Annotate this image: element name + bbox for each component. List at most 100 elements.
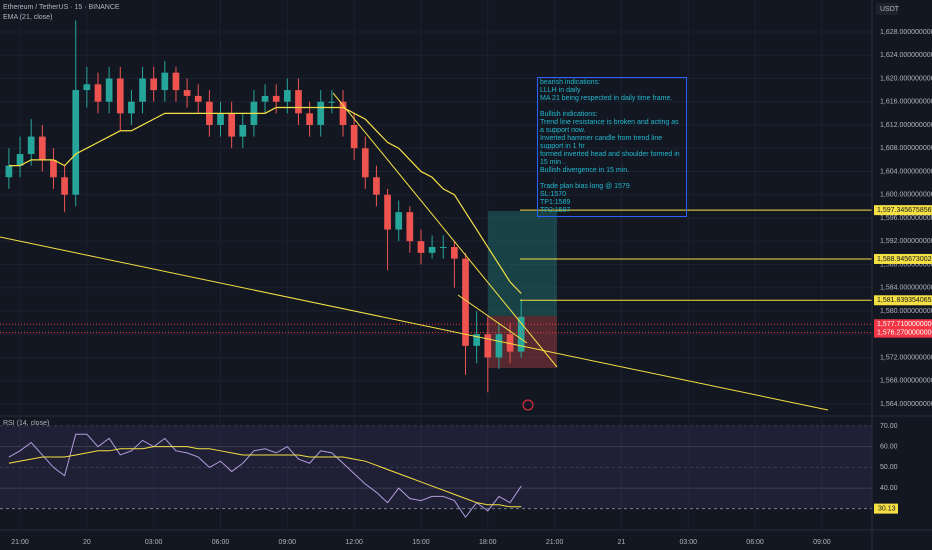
- candle-body: [150, 78, 158, 91]
- x-tick-label: 03:00: [679, 539, 697, 546]
- candle-body: [484, 334, 492, 358]
- candle-body: [295, 90, 302, 114]
- annotation-line: TP1:1589: [540, 199, 571, 206]
- price-level-label: 1,597.3456758569: [877, 207, 932, 214]
- candle-body: [395, 212, 403, 230]
- candle-body: [361, 148, 369, 178]
- candle-body: [406, 212, 414, 242]
- y-tick-label: 1,564.0000000000: [880, 401, 932, 408]
- candle-body: [306, 113, 313, 125]
- candle-body: [328, 101, 336, 103]
- candle-body: [473, 334, 480, 346]
- labels: 21:00 20 03:00 06:00 09:00 12:00 15:00 18:00 21:…: [11, 29, 932, 546]
- annotation-line: MA 21 being respected in daily time fram…: [540, 95, 673, 102]
- candle-body: [5, 165, 13, 178]
- y-tick-label: 1,596.0000000000: [880, 215, 932, 222]
- y-tick-label: 1,616.0000000000: [880, 99, 932, 106]
- currency-box[interactable]: [876, 3, 898, 15]
- candle-body: [72, 90, 80, 195]
- candle-body: [239, 124, 247, 137]
- annotation-line: Inverted hammer candle from trend line s…: [540, 135, 663, 150]
- x-tick-label: 20: [83, 539, 91, 546]
- annotation-line: TP2:1597: [540, 207, 571, 214]
- candle-body: [350, 124, 358, 149]
- annotation-paragraph: Trade plan bias long @ 1579 SL:1570 TP1:15…: [540, 183, 684, 215]
- candle-body: [27, 136, 35, 155]
- candle-body: [462, 258, 469, 346]
- annotation-paragraph: bearish indications: LLLH in daily MA 21 b…: [540, 79, 684, 103]
- candle-body: [283, 90, 291, 102]
- x-tick-label: 21:00: [546, 539, 564, 546]
- y-tick-label: 1,624.0000000000: [880, 52, 932, 59]
- y-tick-label: 1,628.0000000000: [880, 29, 932, 36]
- rsi-tick-label: 40.00: [880, 485, 898, 492]
- price-level-label: 1,588.9456730028: [877, 256, 932, 263]
- annotation-line: Bullish divergence in 15 min.: [540, 167, 630, 174]
- y-tick-label: 1,620.0000000000: [880, 75, 932, 82]
- rsi-tick-label: 50.00: [880, 464, 898, 471]
- candle-body: [517, 316, 525, 352]
- x-tick-label: 09:00: [279, 539, 297, 546]
- trend-line: [332, 92, 558, 368]
- candle-body: [16, 154, 24, 166]
- y-tick-label: 1,592.0000000000: [880, 238, 932, 245]
- x-tick-label: 15:00: [412, 539, 430, 546]
- x-tick-label: 12:00: [345, 539, 363, 546]
- price-level-box: [874, 327, 932, 338]
- ema-line: [8, 106, 522, 294]
- x-tick-label: 09:00: [813, 539, 831, 546]
- candle-body: [128, 101, 135, 114]
- candle-body: [50, 159, 57, 178]
- rsi-level-box: [874, 503, 898, 514]
- x-tick-label: 21: [618, 539, 626, 546]
- candle-body: [94, 84, 102, 102]
- price-level-box: [874, 319, 932, 330]
- candle-body: [105, 78, 113, 102]
- annotation-line: Trade plan bias long @ 1579: [540, 183, 630, 190]
- rsi-tick-label: 70.00: [880, 423, 898, 430]
- candle-body: [116, 78, 124, 114]
- indicator-name: EMA (21, close): [3, 14, 52, 21]
- x-tick-label: 03:00: [145, 539, 163, 546]
- annotation-line: Bullish indications:: [540, 111, 598, 118]
- rsi-tick-label: 60.00: [880, 444, 898, 451]
- candle-body: [139, 78, 146, 102]
- candle-body: [317, 101, 325, 125]
- alert-icon[interactable]: [522, 399, 534, 411]
- symbol-title: Ethereum / TetherUS · 15 · BINANCE: [3, 4, 120, 11]
- rsi-ma-line: [8, 446, 522, 508]
- price-level-box: [874, 253, 932, 264]
- annotation-line: bearish indications:: [540, 79, 600, 86]
- candle-body: [228, 113, 235, 137]
- rsi-name: RSI (14, close): [3, 420, 49, 427]
- price-level-box: [874, 295, 932, 306]
- annotation-box: bearish indications: LLLH in daily MA 21 b…: [537, 77, 687, 217]
- candle-body: [428, 247, 436, 253]
- annotation-line: LLLH in daily: [540, 87, 581, 94]
- y-tick-label: 1,584.0000000000: [880, 285, 932, 292]
- price-level-box: [874, 205, 932, 216]
- candle-body: [194, 95, 202, 102]
- candle-body: [417, 241, 425, 253]
- rsi-line: [8, 433, 522, 519]
- y-tick-label: 1,568.0000000000: [880, 378, 932, 385]
- candle-body: [61, 177, 68, 195]
- trend-line: [0, 236, 829, 411]
- y-tick-label: 1,580.0000000000: [880, 308, 932, 315]
- candle-body: [217, 113, 224, 125]
- candle-body: [261, 95, 269, 102]
- x-tick-label: 06:00: [746, 539, 764, 546]
- annotation-paragraph: Bullish indications: Trend line resistanc…: [540, 111, 684, 175]
- price-level-label: 1,581.8393540655: [877, 297, 932, 304]
- candle-body: [339, 101, 347, 125]
- candle-body: [183, 90, 191, 96]
- y-tick-label: 1,572.0000000000: [880, 354, 932, 361]
- annotation-line: Trend line resistance is broken and acti…: [540, 119, 679, 134]
- candle-body: [272, 95, 280, 102]
- candle-body: [373, 177, 380, 195]
- y-tick-label: 1,608.0000000000: [880, 145, 932, 152]
- currency: USDT: [880, 6, 900, 13]
- marks: [0, 20, 872, 519]
